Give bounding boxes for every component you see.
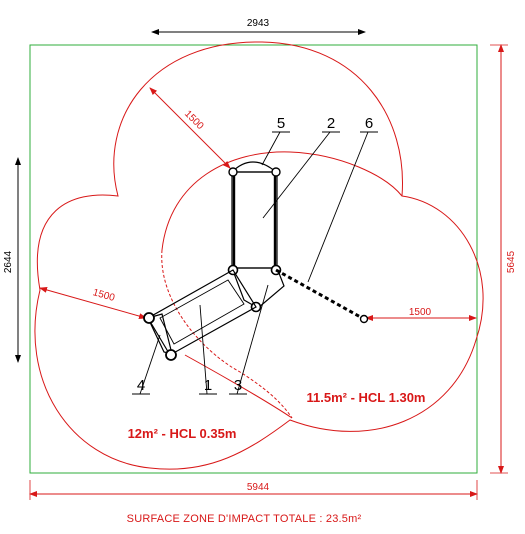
play-structure [143,161,369,361]
dimension-right-label: 5645 [506,250,517,273]
zone-label-right: 11.5m² - HCL 1.30m [307,390,426,405]
post-top-right [271,167,281,177]
dimension-top-label: 2943 [247,18,270,29]
callout-1: 1 [204,377,212,394]
chain [275,268,365,321]
radius-left-label: 1500 [91,287,116,304]
zone-boundary [29,44,478,474]
impact-zone-outline [34,41,484,470]
zone-separator-curve-lower [161,249,293,419]
callout-leaders [132,131,378,395]
callout-4: 4 [137,377,145,394]
top-platform [230,161,278,173]
junction-platform [231,267,285,309]
main-deck [231,171,278,269]
post-lower-bottom [165,349,177,361]
dimension-left-label: 2644 [3,250,14,273]
radius-top-label: 1500 [182,108,206,132]
bridge-inner [159,279,245,345]
zone-label-left: 12m² - HCL 0.35m [128,426,237,441]
callout-5: 5 [277,115,285,132]
radius-right-label: 1500 [409,307,432,318]
post-top-left [228,167,238,177]
post-lower-top [143,312,155,324]
chain-anchor [359,314,369,324]
radius-top-line [149,87,231,169]
zone-separator-curve [161,151,403,251]
bridge-outline [147,269,257,356]
dimension-bottom-label: 5944 [247,482,270,493]
callout-2: 2 [327,115,335,132]
radius-left-line [39,287,147,319]
callout-6: 6 [365,115,373,132]
total-impact-area: SURFACE ZONE D'IMPACT TOTALE : 23.5m² [127,513,362,525]
callout-3: 3 [234,377,242,394]
zone-separator-curve-left [184,354,293,419]
